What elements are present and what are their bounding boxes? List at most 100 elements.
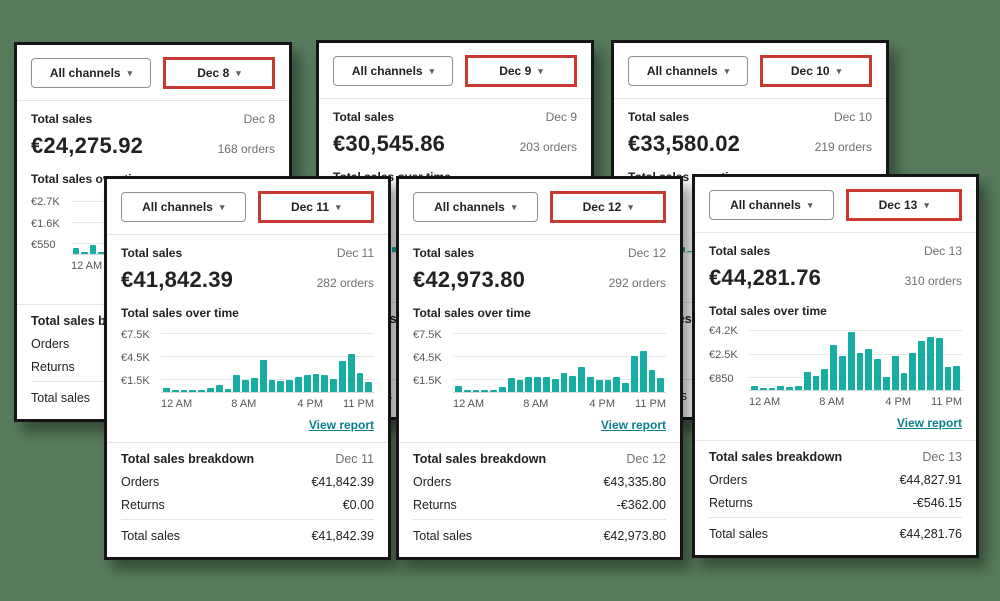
breakdown-orders-label: Orders (413, 475, 452, 489)
breakdown-row-orders: Orders €41,842.39 (121, 475, 374, 489)
metric-left: Total sales €33,580.02 (628, 110, 740, 157)
divider (614, 98, 886, 99)
chart-bar (180, 389, 188, 392)
card-header: All channels ▾ Dec 10 ▾ (628, 55, 872, 87)
divider (121, 519, 374, 520)
channels-dropdown[interactable]: All channels ▾ (628, 56, 748, 86)
breakdown-row-orders: Orders €43,335.80 (413, 475, 666, 489)
metric-right: Dec 12 292 orders (609, 246, 666, 293)
channels-dropdown[interactable]: All channels ▾ (709, 190, 834, 220)
chart-bar (953, 366, 961, 390)
sales-card: All channels ▾ Dec 13 ▾ Total sales €44,… (692, 174, 979, 558)
chart-bar (657, 378, 665, 392)
date-dropdown[interactable]: Dec 11 ▾ (260, 194, 371, 220)
chart-bar (630, 355, 638, 392)
chart-bar (751, 386, 758, 390)
chart-bar (365, 381, 373, 392)
channels-dropdown[interactable]: All channels ▾ (31, 58, 151, 88)
total-sales-label: Total sales (628, 110, 690, 124)
chart-bar (321, 375, 329, 392)
metric-left: Total sales €42,973.80 (413, 246, 525, 293)
divider (709, 517, 962, 518)
chevron-down-icon: ▾ (724, 65, 730, 76)
channels-dropdown[interactable]: All channels ▾ (121, 192, 246, 222)
sales-over-time-chart: €850 €2.5K €4.2K (709, 324, 962, 391)
channels-dropdown[interactable]: All channels ▾ (333, 56, 453, 86)
metric-left: Total sales €44,281.76 (709, 244, 821, 291)
total-sales-value: €24,275.92 (31, 133, 144, 158)
chart-bar (250, 378, 258, 392)
divider (695, 232, 976, 233)
y-axis-label: €7.5K (413, 328, 442, 341)
chart-bar (268, 380, 276, 392)
chart-bar (551, 378, 559, 392)
date-highlight-box: Dec 13 ▾ (845, 189, 962, 221)
total-sales-label: Total sales (413, 246, 475, 260)
chart-bar (856, 353, 864, 390)
metric-section: Total sales €33,580.02 Dec 10 219 orders (628, 110, 872, 157)
y-axis: €850 €2.5K €4.2K (709, 324, 749, 391)
card-header: All channels ▾ Dec 9 ▾ (333, 55, 577, 87)
breakdown-total-label: Total sales (121, 529, 181, 543)
chart-bar (463, 389, 471, 392)
orders-count: 219 orders (814, 140, 872, 154)
chart-bar (909, 353, 917, 390)
y-axis-label: €1.5K (121, 375, 150, 388)
gridline (749, 376, 962, 378)
report-row: View report (413, 416, 666, 432)
chart-bar (224, 388, 232, 392)
chart-bar (286, 379, 293, 392)
breakdown-row-returns: Returns -€546.15 (709, 496, 962, 510)
chart-bar (604, 379, 612, 392)
breakdown-header: Total sales breakdown Dec 13 (709, 450, 962, 464)
orders-count: 282 orders (316, 276, 374, 290)
date-dropdown[interactable]: Dec 10 ▾ (763, 58, 869, 84)
chart-bar (847, 332, 855, 390)
view-report-link[interactable]: View report (896, 416, 962, 430)
metric-left: Total sales €41,842.39 (121, 246, 233, 293)
chart-bar (98, 252, 105, 255)
chart-bar (578, 367, 585, 392)
chart-bar (935, 338, 943, 390)
chevron-down-icon: ▾ (924, 199, 929, 210)
date-dropdown[interactable]: Dec 8 ▾ (166, 60, 272, 86)
date-dropdown[interactable]: Dec 13 ▾ (848, 192, 959, 218)
chart-bar (900, 373, 908, 390)
chart-title: Total sales over time (709, 304, 827, 318)
channels-dropdown[interactable]: All channels ▾ (413, 192, 538, 222)
chart-bar (777, 385, 785, 390)
x-axis-label: 11 PM (931, 395, 962, 408)
view-report-link[interactable]: View report (308, 418, 374, 432)
chart-bar (794, 385, 802, 390)
metric-left: Total sales €30,545.86 (333, 110, 445, 157)
date-highlight-box: Dec 8 ▾ (163, 57, 275, 89)
chart-plot (749, 324, 962, 391)
breakdown-header: Total sales breakdown Dec 11 (121, 452, 374, 466)
report-row: View report (121, 416, 374, 432)
chart-plot (453, 326, 666, 393)
breakdown-row-returns: Returns (31, 360, 275, 374)
chevron-down-icon: ▾ (236, 67, 241, 78)
breakdown-total-label: Total sales (709, 527, 769, 541)
total-sales-value: €30,545.86 (333, 131, 446, 156)
breakdown-section: Total sales breakdown Dec 13 Orders €44,… (709, 441, 962, 543)
chart-bar (874, 359, 881, 390)
chart-plot (161, 326, 374, 393)
view-report-link[interactable]: View report (600, 418, 666, 432)
y-axis-label: €4.2K (709, 325, 738, 338)
breakdown-returns-label: Returns (31, 360, 75, 374)
divider (17, 100, 289, 101)
date-dropdown[interactable]: Dec 12 ▾ (552, 194, 663, 220)
chart-bar (206, 388, 214, 392)
date-highlight-box: Dec 12 ▾ (549, 191, 666, 223)
breakdown-orders-value: €41,842.39 (311, 475, 374, 489)
metric-section: Total sales €30,545.86 Dec 9 203 orders (333, 110, 577, 157)
metric-right: Dec 9 203 orders (520, 110, 577, 157)
breakdown-row-orders: Orders (31, 337, 275, 351)
metric-date: Dec 9 (545, 110, 577, 124)
chart-bar (686, 250, 694, 253)
date-dropdown[interactable]: Dec 9 ▾ (468, 58, 574, 84)
x-axis-label: 12 AM (161, 397, 193, 410)
metric-date: Dec 11 (336, 246, 374, 260)
x-axis-label: 8 AM (523, 397, 549, 410)
